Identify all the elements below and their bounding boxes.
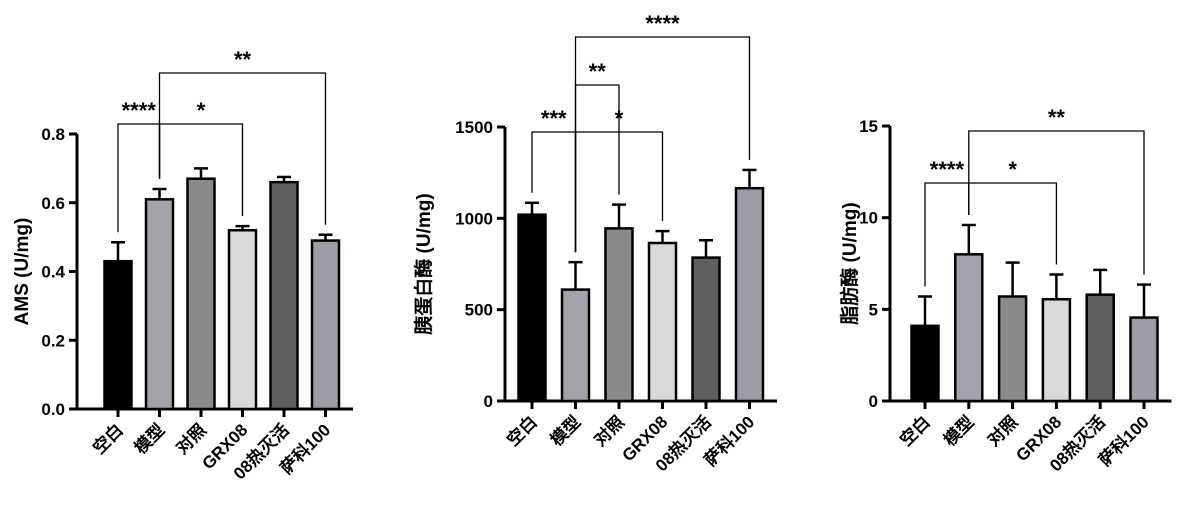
bar-5: [1085, 293, 1115, 403]
bar-6: [1129, 316, 1159, 403]
bar-3: [997, 295, 1028, 403]
significance-bracket: [574, 84, 620, 253]
bar-2: [954, 253, 984, 403]
y-axis-title: 胰蛋白酶 (U/mg): [412, 193, 435, 335]
y-tick-label: 0.6: [41, 194, 65, 213]
bar-1: [910, 324, 940, 403]
category-label: 空白: [503, 412, 541, 450]
y-axis-title: AMS (U/mg): [12, 218, 33, 326]
bar-3: [604, 227, 634, 403]
significance-label: **: [589, 59, 607, 84]
y-axis-title: 脂肪酶 (U/mg): [838, 202, 861, 324]
category-label: 对照: [983, 412, 1021, 450]
y-tick-label: 0: [869, 392, 878, 411]
bar-2: [144, 198, 175, 411]
y-tick-label: 0: [484, 392, 493, 411]
significance-bracket: [968, 130, 1145, 275]
y-tick-label: 0.4: [41, 263, 65, 282]
bar-4: [647, 241, 678, 403]
significance-label: **: [234, 47, 252, 72]
category-label: 对照: [590, 412, 628, 450]
y-tick-label: 0.8: [41, 125, 65, 144]
significance-label: *: [197, 98, 206, 123]
y-tick-label: 500: [465, 301, 493, 320]
bar-5: [269, 180, 299, 411]
bar-4: [1041, 298, 1072, 403]
significance-label: ****: [645, 11, 680, 36]
category-label: 模型: [546, 412, 584, 450]
significance-bracket: [574, 36, 751, 253]
bar-4: [227, 229, 258, 411]
bar-5: [691, 256, 721, 403]
y-tick-label: 1500: [455, 118, 493, 137]
category-label: 模型: [130, 420, 168, 458]
y-tick-label: 1000: [455, 209, 493, 228]
category-label: 对照: [172, 420, 210, 458]
significance-bracket: [158, 72, 327, 225]
significance-bracket: [968, 182, 1058, 265]
bar-2: [560, 288, 591, 403]
significance-label: **: [1048, 105, 1066, 130]
significance-label: ****: [122, 98, 157, 123]
bar-6: [734, 186, 765, 403]
significance-label: ***: [541, 106, 567, 131]
y-tick-label: 10: [859, 209, 878, 228]
bar-1: [517, 213, 547, 403]
category-label: 空白: [89, 420, 127, 458]
y-tick-label: 0.0: [41, 400, 65, 419]
significance-label: *: [1008, 157, 1017, 182]
category-label: 空白: [896, 412, 934, 450]
y-tick-label: 15: [859, 117, 878, 136]
y-tick-label: 0.2: [41, 331, 65, 350]
category-label: 模型: [939, 412, 977, 450]
bar-6: [310, 239, 341, 411]
y-tick-label: 5: [869, 300, 878, 319]
significance-label: ****: [930, 157, 965, 182]
bar-1: [103, 259, 133, 411]
bar-3: [186, 177, 216, 411]
